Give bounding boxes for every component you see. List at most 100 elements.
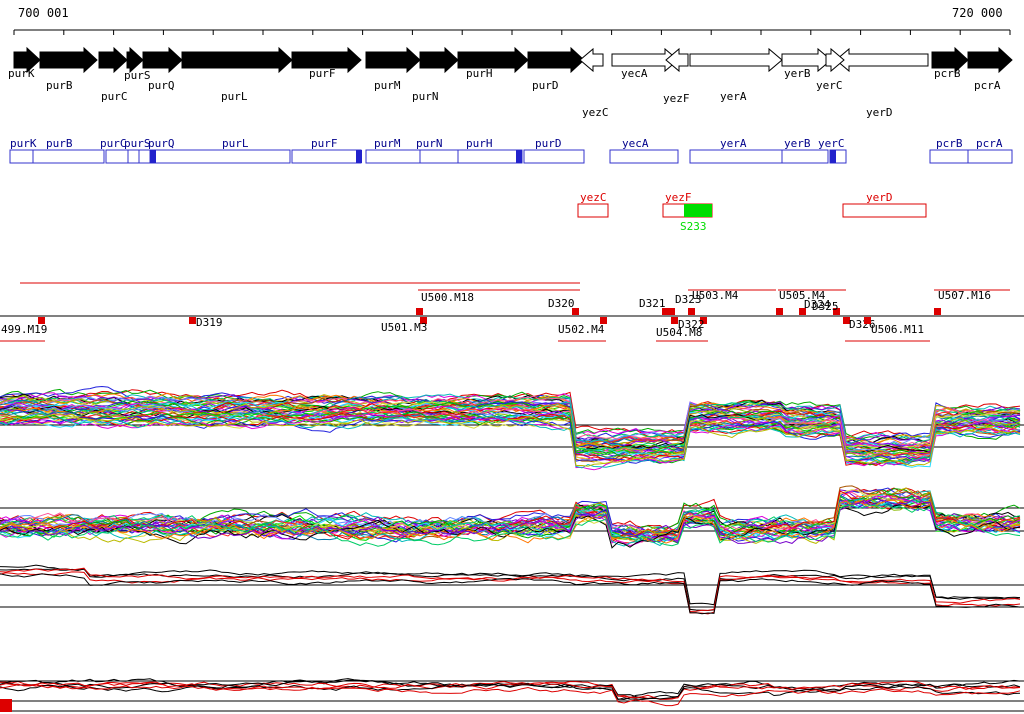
marker-label-D322: D322 [678,318,705,331]
marker-label-U504.M8: U504.M8 [656,326,702,339]
blue-label-purQ: purQ [148,137,175,150]
marker-U506.M11[interactable] [864,317,871,324]
gene-label-purH: purH [466,67,493,80]
gene-label-purQ: purQ [148,79,175,92]
gene-region-box[interactable] [781,149,829,164]
blue-label-yerC: yerC [818,137,845,150]
marker-499.M19[interactable] [38,317,45,324]
marker-label-U502.M4: U502.M4 [558,323,605,336]
gene-label-yerC: yerC [816,79,843,92]
marker-label-D324: D324 [804,298,831,311]
marker-D321[interactable] [662,308,669,315]
expression-track-1-line [0,401,1021,452]
marker-label-D319: D319 [196,316,223,329]
gene-arrow-pcrA[interactable] [967,46,1013,74]
marker-label-U500.M18: U500.M18 [421,291,474,304]
gene-arrow-purS[interactable] [126,46,144,74]
gene-label-yerD: yerD [866,106,893,119]
gene-arrow-purM[interactable] [365,46,421,74]
marker-D324[interactable] [799,308,806,315]
marker-D325[interactable] [833,308,840,315]
marker-label-U503.M4: U503.M4 [692,289,739,302]
expression-track-2-line [0,504,1021,549]
blue-label-yecA: yecA [622,137,649,150]
gene-arrow-purN[interactable] [419,46,459,74]
marker-label-D320: D320 [548,297,575,310]
gene-arrow-purQ[interactable] [142,46,183,74]
expression-track-2-line [0,504,1021,547]
marker-label-D323: D323 [675,293,702,306]
gene-arrow-pcrB[interactable] [931,46,969,74]
gene-region-box[interactable] [609,149,679,164]
red-label-yerD: yerD [866,191,893,204]
blue-label-purH: purH [466,137,493,150]
green-label-s233: S233 [680,220,707,233]
expression-track-2-line [0,490,1021,543]
gene-arrow-yerD[interactable] [835,47,929,73]
gene-region-box[interactable] [9,149,105,164]
blue-label-purM: purM [374,137,401,150]
blue-label-pcrA: pcrA [976,137,1003,150]
gene-region-box[interactable] [523,149,585,164]
red-feature-box-yerD[interactable] [842,203,927,218]
blue-label-purK: purK [10,137,37,150]
gene-arrow-purC[interactable] [98,46,128,74]
marker-U500.M18[interactable] [416,308,423,315]
marker-U507.M16[interactable] [934,308,941,315]
coordinate-end: 720 000 [952,6,1003,20]
gene-label-pcrB: pcrB [934,67,961,80]
gene-arrow-purH[interactable] [457,46,529,74]
blue-label-purC: purC [100,137,127,150]
marker-label-499.M19: 499.M19 [1,323,47,336]
blue-label-yerA: yerA [720,137,747,150]
gene-arrow-purF[interactable] [291,46,362,74]
expression-track-1-line [0,413,1021,467]
gene-arrow-yerB[interactable] [781,47,832,73]
blue-label-purN: purN [416,137,443,150]
expression-track-1-line [0,415,1021,464]
expression-track-4-line [0,679,1021,700]
gene-region-box[interactable] [457,149,523,164]
gene-label-purD: purD [532,79,559,92]
marker-U503.M4[interactable] [688,308,695,315]
red-feature-box-yezC[interactable] [577,203,609,218]
marker-D326[interactable] [843,317,850,324]
blue-label-purB: purB [46,137,73,150]
blue-label-yerB: yerB [784,137,811,150]
marker-label-D325: D325 [812,300,839,313]
gene-arrow-purD[interactable] [527,46,585,74]
gene-region-box[interactable] [149,149,291,164]
gene-arrow-yezF[interactable] [665,47,689,73]
gene-label-yerA: yerA [720,90,747,103]
gene-arrow-purL[interactable] [181,46,293,74]
marker-D320[interactable] [572,308,579,315]
gene-label-purK: purK [8,67,35,80]
gene-label-purB: purB [46,79,73,92]
gene-label-yezF: yezF [663,92,690,105]
marker-U501.M3[interactable] [420,317,427,324]
gene-region-box[interactable] [291,149,362,164]
gene-arrow-yerC[interactable] [825,47,845,73]
marker-U505.M4[interactable] [776,308,783,315]
expression-track-3-line [0,573,1021,615]
gene-arrow-yecA[interactable] [611,47,679,73]
marker-U502.M4[interactable] [600,317,607,324]
marker-label-D321: D321 [639,297,666,310]
marker-D322[interactable] [671,317,678,324]
marker-U504.M8[interactable] [700,317,707,324]
gene-arrow-purB[interactable] [39,46,98,74]
marker-D323[interactable] [668,308,675,315]
blue-label-purS: purS [124,137,151,150]
gene-arrow-yezC[interactable] [579,47,604,73]
gene-region-box[interactable] [419,149,459,164]
gene-region-box[interactable] [929,149,969,164]
gene-region-solid [516,150,522,163]
gene-region-box[interactable] [967,149,1013,164]
marker-D319[interactable] [189,317,196,324]
gene-region-box[interactable] [689,149,783,164]
gene-region-box[interactable] [365,149,421,164]
gene-arrow-yerA[interactable] [689,47,783,73]
marker-label-U507.M16: U507.M16 [938,289,991,302]
gene-arrow-purK[interactable] [13,46,41,74]
